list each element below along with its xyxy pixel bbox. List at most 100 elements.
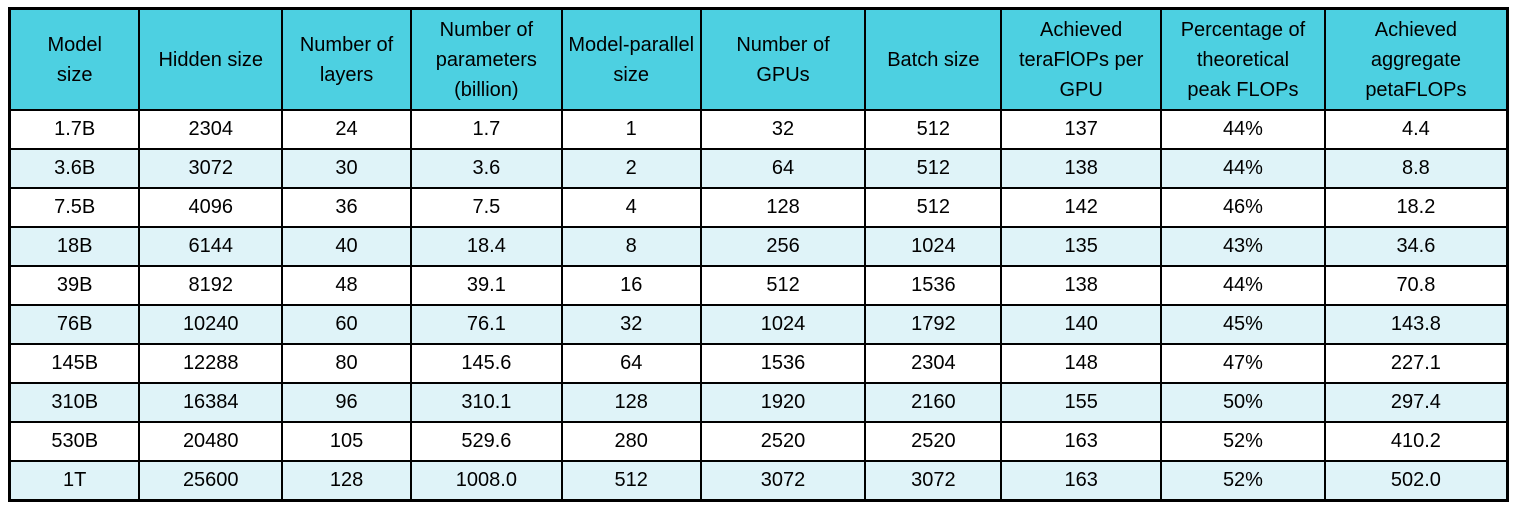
table-cell: 20480 [138, 421, 284, 462]
table-cell: 1.7 [409, 109, 563, 150]
table-cell: 512 [699, 265, 867, 306]
table-cell: 4096 [138, 187, 284, 228]
col-header-model-size: Model size [8, 7, 141, 111]
table-cell: 48 [281, 265, 412, 306]
table-cell: 145B [8, 343, 141, 384]
table-cell: 16 [560, 265, 702, 306]
table-row: 39B 8192 48 39.1 16 512 1536 138 44% 70.8 [8, 265, 1509, 306]
table-cell: 44% [1160, 265, 1326, 306]
table-cell: 529.6 [409, 421, 563, 462]
table-cell: 80 [281, 343, 412, 384]
table-cell: 39B [8, 265, 141, 306]
col-header-hidden-size: Hidden size [138, 7, 284, 111]
table-row: 18B 6144 40 18.4 8 256 1024 135 43% 34.6 [8, 226, 1509, 267]
table-cell: 25600 [138, 460, 284, 502]
table-cell: 163 [1000, 421, 1163, 462]
table-header: Model size Hidden size Number of layers … [8, 7, 1509, 111]
table-cell: 40 [281, 226, 412, 267]
table-cell: 2160 [864, 382, 1003, 423]
table-cell: 310.1 [409, 382, 563, 423]
table-cell: 140 [1000, 304, 1163, 345]
table-cell: 76B [8, 304, 141, 345]
table-cell: 44% [1160, 109, 1326, 150]
table-cell: 128 [699, 187, 867, 228]
table-cell: 138 [1000, 148, 1163, 189]
table-cell: 256 [699, 226, 867, 267]
table-cell: 3072 [699, 460, 867, 502]
table-cell: 18.2 [1323, 187, 1509, 228]
table-cell: 1.7B [8, 109, 141, 150]
table-cell: 24 [281, 109, 412, 150]
table-cell: 297.4 [1323, 382, 1509, 423]
table-row: 145B 12288 80 145.6 64 1536 2304 148 47% 227.1 [8, 343, 1509, 384]
table-cell: 64 [699, 148, 867, 189]
table-cell: 1536 [699, 343, 867, 384]
table-cell: 280 [560, 421, 702, 462]
table-cell: 12288 [138, 343, 284, 384]
col-header-number-of-gpus: Number of GPUs [699, 7, 867, 111]
table-cell: 410.2 [1323, 421, 1509, 462]
col-header-number-of-layers: Number of layers [281, 7, 412, 111]
table-cell: 45% [1160, 304, 1326, 345]
table-cell: 96 [281, 382, 412, 423]
table-cell: 64 [560, 343, 702, 384]
table-row: 310B 16384 96 310.1 128 1920 2160 155 50% 297.4 [8, 382, 1509, 423]
table-cell: 2 [560, 148, 702, 189]
col-header-batch-size: Batch size [864, 7, 1003, 111]
table-cell: 44% [1160, 148, 1326, 189]
table-cell: 8 [560, 226, 702, 267]
table-cell: 10240 [138, 304, 284, 345]
table-cell: 47% [1160, 343, 1326, 384]
header-row: Model size Hidden size Number of layers … [8, 7, 1509, 111]
table-cell: 1024 [699, 304, 867, 345]
model-scaling-performance-table: Model size Hidden size Number of layers … [8, 7, 1509, 502]
table-row: 1.7B 2304 24 1.7 1 32 512 137 44% 4.4 [8, 109, 1509, 150]
table-cell: 163 [1000, 460, 1163, 502]
table-body: 1.7B 2304 24 1.7 1 32 512 137 44% 4.4 3.6B 3072 30 3.… [8, 109, 1509, 502]
col-header-percentage-theoretical-peak-flops: Percentage of theoretical peak FLOPs [1160, 7, 1326, 111]
table-cell: 155 [1000, 382, 1163, 423]
table-cell: 142 [1000, 187, 1163, 228]
table-cell: 70.8 [1323, 265, 1509, 306]
table-cell: 4 [560, 187, 702, 228]
table-cell: 128 [281, 460, 412, 502]
table-cell: 18.4 [409, 226, 563, 267]
table-cell: 1008.0 [409, 460, 563, 502]
table-cell: 1 [560, 109, 702, 150]
table-cell: 8.8 [1323, 148, 1509, 189]
table-cell: 32 [699, 109, 867, 150]
table-cell: 512 [560, 460, 702, 502]
col-header-number-of-parameters-billion: Number of parameters (billion) [409, 7, 563, 111]
col-header-achieved-teraflops-per-gpu: Achieved teraFlOPs per GPU [1000, 7, 1163, 111]
table-cell: 3072 [864, 460, 1003, 502]
table-cell: 39.1 [409, 265, 563, 306]
table-cell: 512 [864, 148, 1003, 189]
table-cell: 4.4 [1323, 109, 1509, 150]
table-row: 530B 20480 105 529.6 280 2520 2520 163 52% 410.2 [8, 421, 1509, 462]
table-cell: 1T [8, 460, 141, 502]
table-cell: 18B [8, 226, 141, 267]
table-cell: 43% [1160, 226, 1326, 267]
table-cell: 7.5 [409, 187, 563, 228]
table-cell: 3072 [138, 148, 284, 189]
table-cell: 512 [864, 109, 1003, 150]
table-row: 76B 10240 60 76.1 32 1024 1792 140 45% 143.8 [8, 304, 1509, 345]
table-row: 1T 25600 128 1008.0 512 3072 3072 163 52% 502.0 [8, 460, 1509, 502]
table-cell: 128 [560, 382, 702, 423]
table-cell: 530B [8, 421, 141, 462]
table-cell: 135 [1000, 226, 1163, 267]
table-cell: 1792 [864, 304, 1003, 345]
table-cell: 76.1 [409, 304, 563, 345]
table-cell: 6144 [138, 226, 284, 267]
col-header-model-parallel-size: Model-parallel size [560, 7, 702, 111]
table-cell: 2304 [138, 109, 284, 150]
table-cell: 227.1 [1323, 343, 1509, 384]
table-cell: 8192 [138, 265, 284, 306]
table-cell: 3.6B [8, 148, 141, 189]
table-cell: 50% [1160, 382, 1326, 423]
table-cell: 52% [1160, 460, 1326, 502]
table-cell: 105 [281, 421, 412, 462]
table-cell: 145.6 [409, 343, 563, 384]
table-cell: 7.5B [8, 187, 141, 228]
